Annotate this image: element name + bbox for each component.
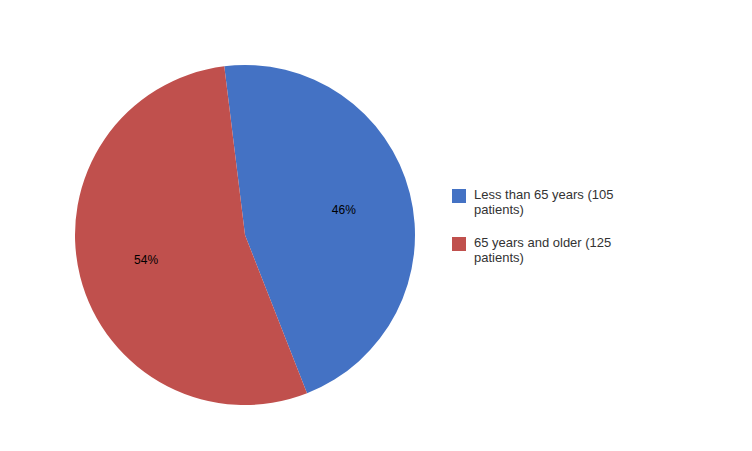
html-text:Less than 65 years (105: Less than 65 years (105 xyxy=(474,186,614,202)
svg-text:54%: 54% xyxy=(134,253,158,267)
svg-text:46%: 46% xyxy=(332,203,356,217)
html-text:patients): patients) xyxy=(474,201,524,217)
html-text:patients): patients) xyxy=(474,249,524,265)
html-text:65 years and older (125: 65 years and older (125 xyxy=(474,234,612,250)
